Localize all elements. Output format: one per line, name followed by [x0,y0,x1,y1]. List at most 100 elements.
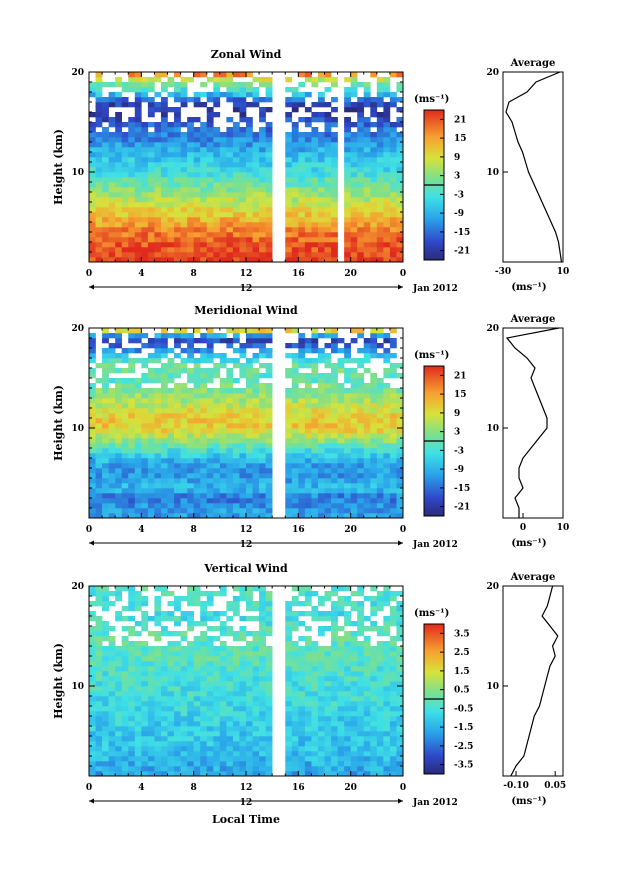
heatmap-cell [89,187,96,193]
heatmap-cell [232,751,240,757]
heatmap-cell [160,503,168,509]
heatmap-cell [337,368,345,374]
heatmap-cell [232,338,240,344]
heatmap-cell [324,403,332,409]
heatmap-cell [298,706,306,712]
heatmap-cell [285,393,293,399]
heatmap-cell [89,403,96,409]
heatmap-cell [102,167,109,173]
heatmap-cell [141,167,149,173]
heatmap-cell [252,488,260,494]
heatmap-cell [350,508,358,514]
heatmap-cell [311,473,319,479]
heatmap-cell [246,508,253,514]
heatmap-cell [304,187,312,193]
heatmap-cell [246,207,253,213]
heatmap-cell [115,82,123,88]
heatmap-cell [193,488,201,494]
heatmap-cell [128,771,136,777]
heatmap-cell [213,182,221,188]
heatmap-cell [363,761,371,767]
heatmap-cell [219,676,227,682]
heatmap-cell [298,686,306,692]
heatmap-cell [232,453,240,459]
heatmap-cell [193,187,201,193]
heatmap-cell [396,72,404,78]
heatmap-cell [311,373,319,379]
heatmap-cell [108,513,116,519]
heatmap-cell [128,666,136,672]
heatmap-cell [154,403,162,409]
heatmap-cell [324,152,332,158]
heatmap-cell [174,162,181,168]
heatmap-cell [200,701,208,707]
heatmap-cell [167,333,175,339]
heatmap-cell [239,237,247,243]
heatmap-cell [291,252,299,258]
heatmap-cell [95,721,103,727]
heatmap-cell [259,222,266,228]
heatmap-cell [200,182,208,188]
heatmap-cell [160,736,168,742]
heatmap-cell [102,162,109,168]
heatmap-cell [291,142,299,148]
heatmap-cell [350,252,358,258]
heatmap-cell [102,761,109,767]
heatmap-cell [167,701,175,707]
heatmap-cell [298,473,306,479]
heatmap-cell [311,591,319,597]
heatmap-cell [219,761,227,767]
heatmap-cell [95,746,103,752]
heatmap-cell [187,197,194,203]
heatmap-cell [259,676,266,682]
heatmap-cell [337,478,345,484]
heatmap-cell [219,478,227,484]
heatmap-cell [265,631,273,637]
heatmap-cell [102,503,109,509]
heatmap-cell [239,172,247,178]
heatmap-cell [89,468,96,474]
heatmap-cell [370,257,378,263]
heatmap-cell [376,651,384,657]
heatmap-cell [259,428,266,434]
heatmap-cell [337,676,345,682]
heatmap-cell [317,237,325,243]
heatmap-cell [383,383,391,389]
heatmap-cell [219,413,227,419]
heatmap-cell [265,398,273,404]
heatmap-cell [213,468,221,474]
heatmap-cell [246,483,253,489]
heatmap-cell [219,696,227,702]
heatmap-cell [141,137,149,143]
heatmap-cell [311,463,319,469]
heatmap-cell [265,621,273,627]
heatmap-cell [95,438,103,444]
heatmap-cell [291,172,299,178]
heatmap-cell [141,601,149,607]
heatmap-cell [89,463,96,469]
heatmap-cell [213,127,221,133]
heatmap-cell [389,202,397,208]
heatmap-cell [180,142,188,148]
heatmap-cell [134,207,142,213]
heatmap-cell [219,132,227,138]
heatmap-cell [298,756,306,762]
heatmap-cell [160,676,168,682]
heatmap-cell [350,463,358,469]
heatmap-cell [128,493,136,499]
heatmap-cell [370,756,378,762]
heatmap-cell [304,636,312,642]
heatmap-cell [291,438,299,444]
heatmap-cell [174,72,181,78]
heatmap-cell [246,102,253,108]
heatmap-cell [291,621,299,627]
heatmap-cell [160,167,168,173]
heatmap-cell [285,182,293,188]
heatmap-cell [304,408,312,414]
heatmap-cell [174,132,181,138]
heatmap-cell [160,646,168,652]
heatmap-cell [187,373,194,379]
heatmap-cell [193,418,201,424]
heatmap-cell [311,202,319,208]
heatmap-cell [160,756,168,762]
